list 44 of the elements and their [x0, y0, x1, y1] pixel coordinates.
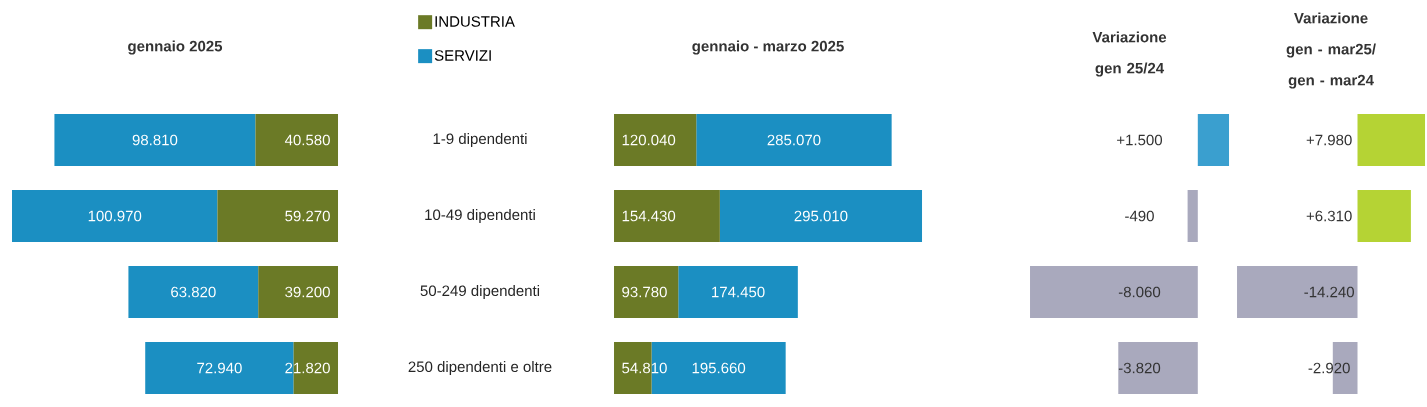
data-label: 40.580	[284, 134, 330, 146]
data-label: 59.270	[285, 210, 330, 222]
data-label: +7.980	[1306, 134, 1352, 146]
data-label: 93.780	[622, 286, 667, 298]
bar	[614, 266, 679, 318]
data-label: 285.070	[767, 134, 821, 146]
data-label: +6.310	[1306, 210, 1352, 222]
data-label: -8.060	[1118, 286, 1161, 298]
legend-label: SERVIZI	[434, 50, 491, 61]
bar	[719, 190, 923, 242]
data-label: 120.040	[622, 134, 676, 146]
data-label: 72.940	[197, 362, 242, 374]
y-tick-label: 1-9 dipendenti	[433, 133, 527, 147]
data-label: 39.200	[285, 286, 330, 298]
bar	[54, 114, 256, 166]
data-label: +1.500	[1117, 134, 1163, 146]
bar	[614, 190, 720, 242]
data-label: 63.820	[171, 286, 216, 298]
data-label: -14.240	[1304, 286, 1354, 298]
data-label: 174.450	[712, 286, 765, 298]
bar	[217, 190, 339, 242]
chart-title: Variazione gen 25/24	[1092, 31, 1167, 77]
bar	[258, 266, 339, 318]
chart-title: Variazione gen - mar25/ gen - mar24	[1286, 12, 1376, 89]
data-label: 295.010	[794, 210, 848, 222]
chart-title: gennaio - marzo 2025	[692, 40, 844, 55]
bar	[128, 266, 259, 318]
data-label: -3.820	[1118, 362, 1161, 374]
data-label: 154.430	[622, 210, 676, 222]
chart-title: gennaio 2025	[128, 40, 223, 55]
y-tick-label: 250 dipendenti e oltre	[408, 361, 552, 375]
bar	[614, 114, 697, 166]
legend-label: INDUSTRIA	[435, 16, 515, 27]
data-label: 195.660	[692, 362, 746, 374]
y-tick-label: 50-249 dipendenti	[420, 285, 540, 299]
bar	[696, 114, 892, 166]
bar	[678, 266, 798, 318]
data-label: -2.920	[1308, 362, 1350, 374]
data-label: 100.970	[88, 210, 142, 222]
bar	[255, 114, 339, 166]
data-label: -490	[1125, 210, 1154, 222]
y-tick-label: 10-49 dipendenti	[425, 209, 535, 223]
bar	[12, 190, 218, 242]
data-label: 98.810	[132, 134, 178, 146]
